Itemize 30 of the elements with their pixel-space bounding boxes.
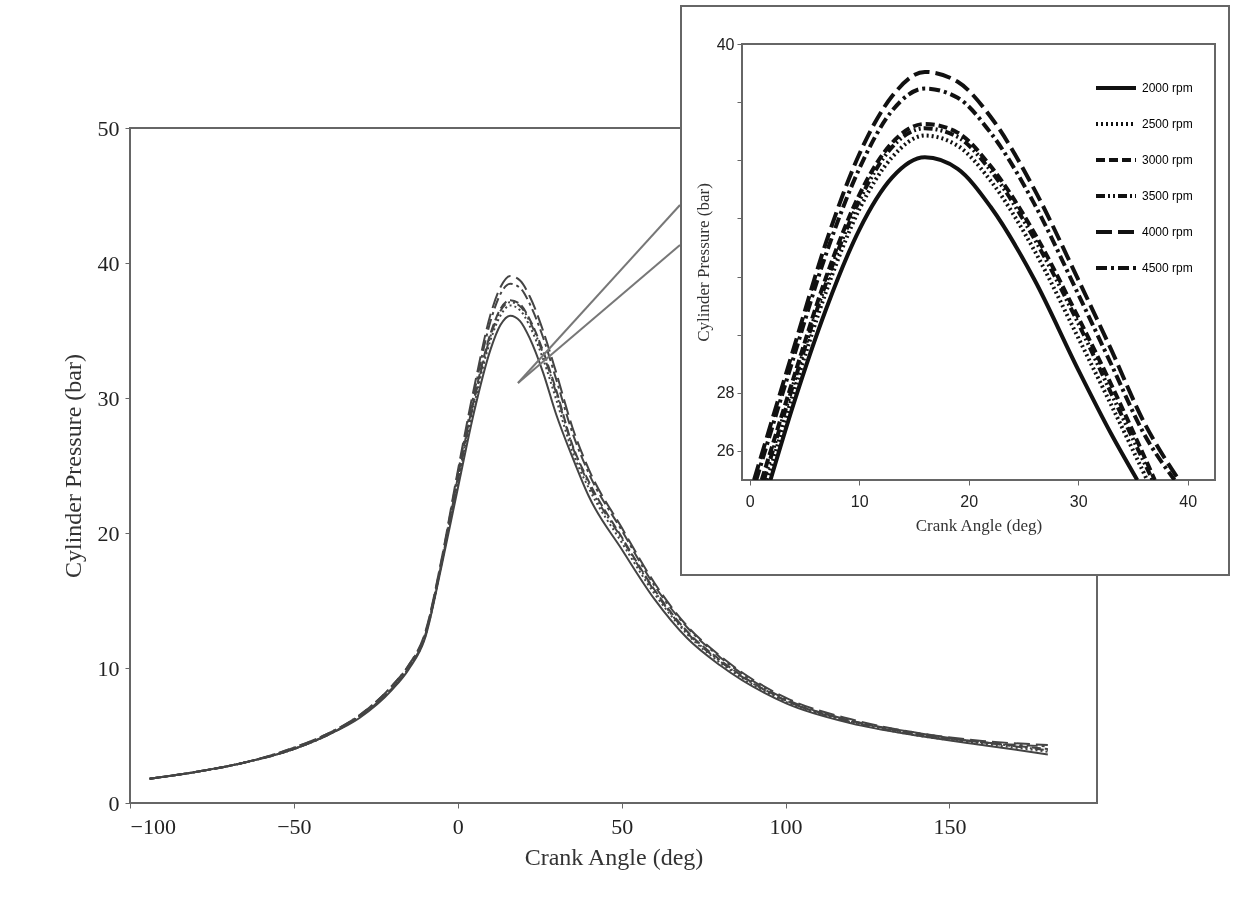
legend-label: 4000 rpm bbox=[1142, 225, 1193, 239]
legend-label: 2000 rpm bbox=[1142, 81, 1193, 95]
y-tick-label: 10 bbox=[97, 655, 120, 681]
y-tick-label: 0 bbox=[108, 790, 120, 816]
y-tick-label: 26 bbox=[716, 442, 735, 460]
x-tick-label: −100 bbox=[130, 813, 176, 839]
x-axis-title: Crank Angle (deg) bbox=[524, 843, 704, 870]
y-tick-label: 20 bbox=[97, 520, 120, 546]
x-tick-label: 0 bbox=[745, 492, 755, 510]
x-tick-label: 20 bbox=[960, 492, 979, 510]
x-tick-label: 100 bbox=[769, 813, 803, 839]
legend-label: 3000 rpm bbox=[1142, 153, 1193, 167]
x-axis-title: Crank Angle (deg) bbox=[915, 515, 1043, 535]
y-tick-label: 28 bbox=[716, 384, 735, 402]
y-tick-label: 30 bbox=[97, 385, 120, 411]
legend-label: 4500 rpm bbox=[1142, 261, 1193, 275]
x-tick-label: −50 bbox=[277, 813, 312, 839]
x-tick-label: 0 bbox=[452, 813, 464, 839]
x-tick-label: 150 bbox=[933, 813, 967, 839]
y-axis-title: Cylinder Pressure (bar) bbox=[693, 183, 713, 342]
y-tick-label: 40 bbox=[97, 250, 120, 276]
x-tick-label: 50 bbox=[611, 813, 634, 839]
x-tick-label: 10 bbox=[850, 492, 869, 510]
x-tick-label: 30 bbox=[1069, 492, 1088, 510]
y-tick-label: 50 bbox=[97, 115, 120, 141]
legend-label: 2500 rpm bbox=[1142, 117, 1193, 131]
x-tick-label: 40 bbox=[1179, 492, 1198, 510]
legend-label: 3500 rpm bbox=[1142, 189, 1193, 203]
y-axis-title: Cylinder Pressure (bar) bbox=[59, 354, 86, 578]
y-tick-label: 40 bbox=[716, 35, 735, 53]
